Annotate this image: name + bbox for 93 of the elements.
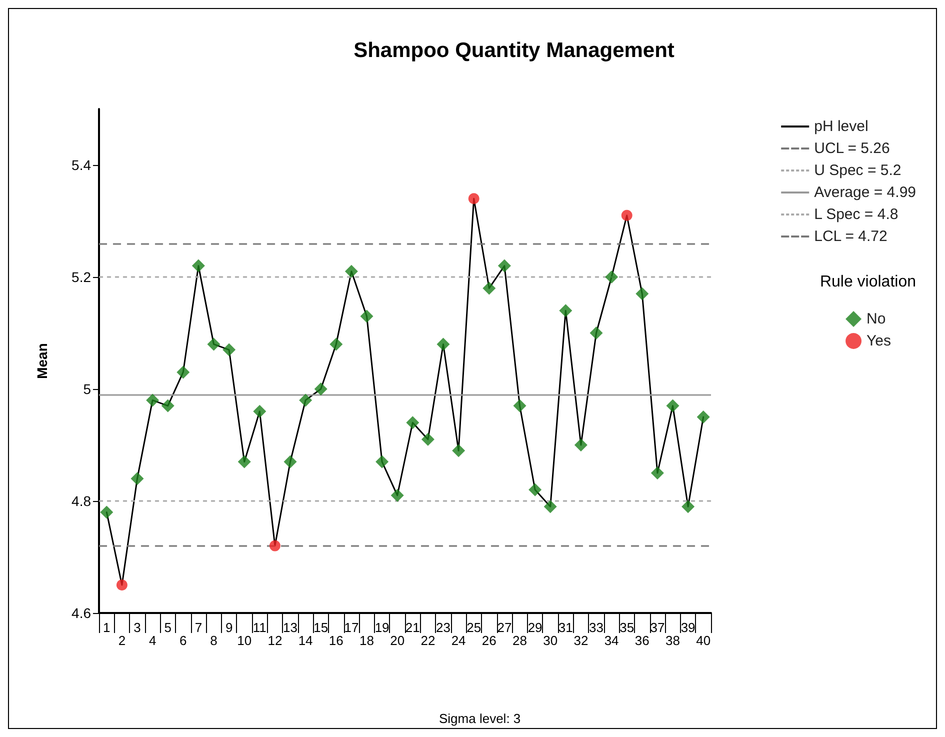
point — [559, 304, 572, 318]
x-tick-label: 37 — [650, 620, 665, 635]
legend-label: pH level — [814, 118, 868, 135]
point — [238, 455, 251, 468]
x-tick-label: 1 — [103, 620, 110, 635]
x-tick-label: 38 — [666, 633, 680, 648]
point — [390, 488, 404, 502]
x-tick-label: 20 — [390, 633, 405, 648]
y-tick-label: 5 — [83, 381, 92, 397]
point — [161, 399, 174, 412]
x-tick-label: 33 — [589, 620, 604, 635]
x-tick-label: 13 — [283, 620, 298, 635]
x-tick-label: 17 — [344, 620, 359, 635]
legend-title: Rule violation — [820, 274, 916, 290]
x-tick-label: 28 — [512, 633, 527, 648]
x-tick-label: 2 — [118, 633, 126, 648]
x-tick-label: 30 — [543, 633, 558, 648]
x-tick-label: 3 — [134, 620, 141, 635]
point — [513, 399, 526, 412]
point — [146, 394, 160, 407]
x-tick-label: 7 — [194, 620, 202, 635]
point — [253, 404, 266, 418]
point — [192, 259, 205, 272]
x-tick-label: 23 — [436, 620, 450, 635]
point — [696, 410, 710, 424]
chart-title: Shampoo Quantity Management — [354, 39, 674, 62]
x-tick-label: 19 — [374, 620, 390, 635]
legend-label: U Spec = 5.2 — [814, 162, 902, 179]
legend-label: No — [866, 310, 886, 328]
point — [207, 338, 220, 351]
x-tick-label: 29 — [528, 620, 542, 635]
x-tick-label: 22 — [420, 633, 436, 648]
x-tick-label: 5 — [164, 620, 172, 635]
x-tick-label: 31 — [558, 620, 573, 635]
y-tick-label: 5.2 — [72, 269, 92, 285]
x-tick-label: 32 — [574, 633, 588, 648]
x-tick-label: 40 — [696, 633, 711, 648]
y-tick-label: 4.6 — [72, 605, 92, 621]
x-tick-label: 16 — [328, 633, 344, 648]
point — [284, 455, 297, 468]
legend-label: Average = 4.99 — [814, 184, 916, 201]
point — [452, 444, 466, 458]
x-tick-label: 36 — [634, 633, 650, 648]
point — [482, 282, 496, 295]
legend-label: Yes — [866, 332, 892, 350]
point — [421, 432, 434, 446]
legend-label: UCL = 5.26 — [814, 140, 890, 157]
legend-label: L Spec = 4.8 — [814, 206, 898, 223]
y-tick-label: 4.8 — [72, 493, 92, 509]
point — [360, 310, 374, 323]
x-tick-label: 4 — [148, 633, 156, 648]
point — [528, 483, 542, 496]
point — [636, 287, 649, 300]
x-tick-label: 34 — [604, 633, 619, 648]
x-tick-label: 25 — [466, 620, 482, 635]
y-axis-title: Mean — [34, 343, 50, 379]
x-tick-label: 18 — [360, 633, 374, 648]
point — [498, 259, 511, 272]
point — [100, 506, 114, 519]
point — [574, 438, 588, 452]
x-tick-label: 26 — [482, 633, 496, 648]
x-tick-label: 39 — [680, 620, 696, 635]
text: Sigma level: 3 — [439, 711, 521, 726]
point — [605, 270, 618, 284]
x-tick-label: 12 — [268, 633, 282, 648]
point — [682, 500, 695, 514]
point — [376, 455, 389, 468]
point — [130, 472, 144, 486]
x-tick-label: 15 — [314, 620, 328, 635]
point — [436, 338, 450, 351]
x-tick-label: 9 — [225, 620, 233, 635]
x-tick-label: 14 — [298, 633, 313, 648]
x-tick-label: 6 — [180, 633, 187, 648]
x-tick-label: 8 — [210, 633, 218, 648]
point — [544, 500, 557, 514]
x-tick-label: 21 — [405, 620, 420, 635]
point — [406, 416, 420, 430]
point — [314, 382, 328, 396]
x-tick-label: 10 — [237, 633, 252, 648]
point — [666, 399, 680, 412]
x-tick-label: 27 — [497, 620, 512, 635]
point — [330, 338, 343, 351]
point — [344, 264, 358, 278]
y-tick-label: 5.4 — [72, 157, 92, 173]
legend-label: LCL = 4.72 — [814, 228, 888, 245]
point — [590, 326, 603, 340]
x-tick-label: 24 — [451, 633, 466, 648]
x-tick-label: 11 — [252, 620, 266, 635]
point — [299, 394, 312, 407]
point — [650, 466, 664, 480]
point — [222, 343, 236, 356]
point — [176, 366, 190, 379]
x-tick-label: 35 — [620, 620, 634, 635]
